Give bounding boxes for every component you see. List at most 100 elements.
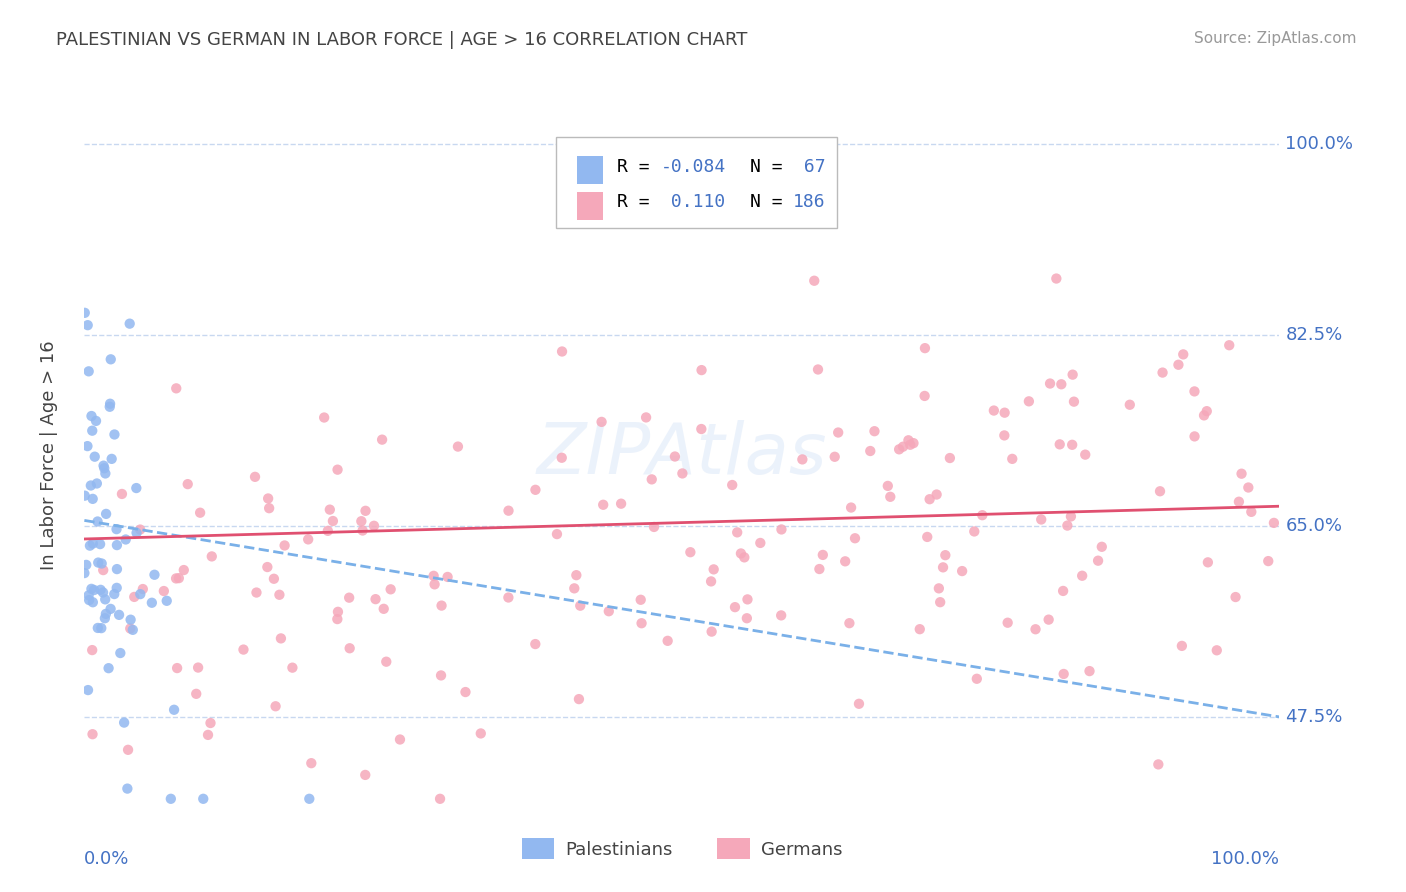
Point [1049,437,1071,451]
Point [1184,429,1206,443]
Point [610,497,633,511]
Point [98,397,121,411]
Point [749,536,772,550]
Point [447,440,470,454]
Point [94,467,117,481]
Point [966,672,988,686]
Point [908,622,931,636]
Point [86,476,108,491]
Point [94,507,117,521]
Point [256,560,278,574]
Point [1237,481,1260,495]
Point [93,458,115,473]
Point [89,537,111,551]
Text: 82.5%: 82.5% [1285,326,1343,343]
Text: 65.0%: 65.0% [1285,516,1343,535]
Point [84,414,107,428]
Point [201,549,224,564]
Point [273,539,295,553]
Point [257,501,280,516]
Point [498,591,520,605]
Point [903,436,925,450]
Text: In Labor Force | Age > 16: In Labor Force | Age > 16 [39,340,58,570]
Point [598,604,620,618]
Point [807,362,830,376]
Text: N =: N = [749,193,783,211]
Point [125,481,148,495]
Point [177,477,200,491]
Point [75,558,97,572]
Point [929,595,952,609]
Point [914,341,936,355]
Point [1039,376,1062,391]
Text: R =: R = [617,193,650,211]
Point [94,611,117,625]
Text: PALESTINIAN VS GERMAN IN LABOR FORCE | AGE > 16 CORRELATION CHART: PALESTINIAN VS GERMAN IN LABOR FORCE | A… [56,31,748,49]
Point [430,668,453,682]
Point [1263,516,1285,530]
Point [322,514,344,528]
Point [1078,664,1101,678]
Point [193,792,215,806]
Point [803,274,825,288]
Point [934,548,956,562]
Point [143,567,166,582]
Point [100,451,122,466]
Point [86,515,108,529]
Point [636,410,658,425]
Point [423,577,446,591]
Point [326,612,349,626]
Point [264,699,287,714]
Point [82,643,104,657]
Point [364,592,387,607]
Point [1184,384,1206,399]
Point [186,687,208,701]
Point [77,364,100,378]
Point [297,533,319,547]
Point [983,403,1005,417]
Point [80,582,103,596]
Point [891,440,914,454]
Point [703,562,725,576]
Point [972,508,994,523]
Point [269,588,291,602]
Point [839,500,862,515]
Point [1230,467,1253,481]
Point [915,530,938,544]
Point [1152,366,1174,380]
Point [808,562,831,576]
Point [373,602,395,616]
Point [811,548,834,562]
Point [1218,338,1240,352]
Point [725,525,748,540]
Point [73,306,96,320]
Point [569,599,592,613]
Point [993,428,1015,442]
Point [1091,540,1114,554]
Point [120,613,142,627]
Point [371,433,394,447]
Point [950,564,973,578]
Point [721,478,744,492]
Text: 67: 67 [793,158,825,177]
Point [339,641,361,656]
Point [90,621,112,635]
Point [354,768,377,782]
Point [827,425,849,440]
Point [94,592,117,607]
Point [112,715,135,730]
Point [141,596,163,610]
Point [737,592,759,607]
Point [200,716,222,731]
Legend: Palestinians, Germans: Palestinians, Germans [515,831,849,866]
Point [165,381,187,395]
Point [1119,398,1142,412]
Point [994,406,1017,420]
Point [316,524,339,538]
Point [643,520,665,534]
Point [876,479,898,493]
Point [82,536,104,550]
Point [80,409,103,423]
Point [98,400,121,414]
Point [122,590,145,604]
